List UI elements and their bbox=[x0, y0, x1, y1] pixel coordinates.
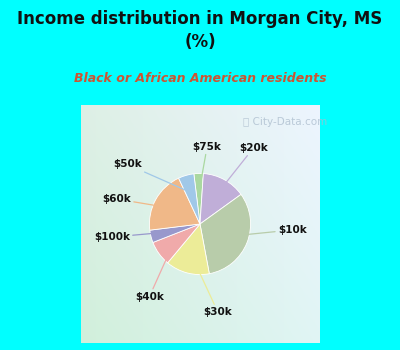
Wedge shape bbox=[200, 174, 241, 224]
Text: $30k: $30k bbox=[192, 256, 232, 317]
Text: $20k: $20k bbox=[216, 143, 268, 195]
Text: $50k: $50k bbox=[113, 160, 191, 192]
Wedge shape bbox=[168, 224, 209, 274]
Wedge shape bbox=[150, 224, 200, 243]
Wedge shape bbox=[200, 194, 250, 274]
Wedge shape bbox=[150, 178, 200, 230]
Text: $10k: $10k bbox=[230, 225, 307, 236]
Text: Income distribution in Morgan City, MS
(%): Income distribution in Morgan City, MS (… bbox=[17, 10, 383, 51]
Text: ⓘ City-Data.com: ⓘ City-Data.com bbox=[243, 117, 327, 127]
Wedge shape bbox=[194, 173, 203, 224]
Text: $75k: $75k bbox=[193, 142, 222, 191]
Text: $40k: $40k bbox=[135, 243, 174, 302]
Text: $60k: $60k bbox=[102, 194, 171, 208]
Wedge shape bbox=[179, 174, 200, 224]
Wedge shape bbox=[153, 224, 200, 263]
Text: $100k: $100k bbox=[94, 232, 168, 242]
Text: Black or African American residents: Black or African American residents bbox=[74, 72, 326, 85]
